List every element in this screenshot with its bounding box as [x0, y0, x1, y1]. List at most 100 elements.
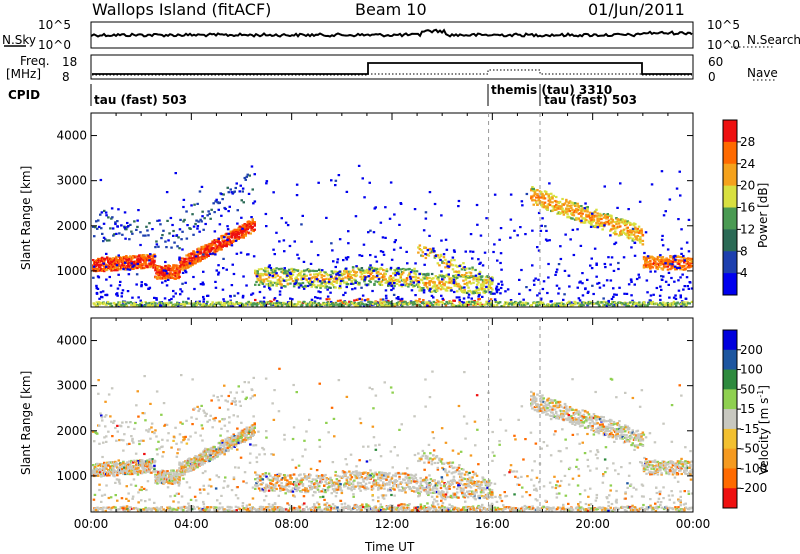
data-cell — [408, 275, 412, 278]
data-cell — [687, 287, 691, 290]
data-cell — [155, 435, 158, 438]
data-cell — [195, 417, 198, 420]
data-cell — [92, 265, 96, 268]
data-cell — [134, 265, 137, 269]
data-cell — [235, 301, 238, 304]
data-cell — [199, 251, 202, 254]
data-cell — [105, 263, 108, 266]
data-cell — [471, 257, 474, 260]
data-cell — [170, 297, 173, 301]
data-cell — [97, 276, 101, 279]
data-cell — [228, 205, 231, 208]
data-cell — [114, 269, 117, 272]
data-cell — [532, 194, 535, 197]
data-cell — [350, 282, 353, 285]
data-cell — [553, 302, 557, 305]
data-cell — [530, 304, 533, 307]
data-cell — [242, 227, 245, 230]
data-cell — [397, 268, 400, 271]
data-cell — [518, 278, 521, 281]
data-cell — [191, 213, 194, 216]
data-cell — [220, 193, 223, 196]
data-cell — [257, 274, 261, 277]
data-cell — [250, 165, 254, 168]
data-cell — [116, 474, 119, 477]
data-cell — [244, 232, 247, 236]
data-cell — [247, 231, 250, 234]
data-cell — [555, 205, 558, 208]
data-cell — [335, 273, 338, 276]
data-cell — [145, 263, 148, 266]
data-cell — [523, 303, 527, 307]
data-cell — [606, 213, 609, 216]
data-cell — [348, 278, 351, 281]
y-tick-label: 3000 — [56, 174, 87, 188]
data-cell — [196, 405, 199, 408]
data-cell — [259, 276, 262, 279]
data-cell — [144, 234, 147, 237]
data-cell — [417, 246, 420, 249]
data-cell — [630, 280, 633, 283]
data-cell — [487, 299, 491, 303]
data-cell — [179, 260, 182, 263]
data-cell — [542, 303, 545, 306]
data-cell — [417, 281, 420, 284]
data-cell — [435, 284, 439, 287]
data-cell — [385, 297, 388, 300]
data-cell — [595, 262, 598, 265]
data-cell — [646, 263, 650, 266]
data-cell — [245, 284, 248, 287]
data-cell — [373, 301, 376, 304]
data-cell — [315, 278, 319, 281]
data-cell — [562, 213, 566, 216]
data-cell — [467, 303, 470, 306]
data-cell — [108, 302, 111, 305]
data-cell — [361, 294, 365, 297]
data-cell — [117, 273, 120, 276]
data-cell — [689, 281, 692, 284]
data-cell — [573, 209, 577, 212]
data-cell — [685, 258, 688, 261]
data-cell — [468, 300, 471, 303]
data-cell — [612, 224, 616, 228]
data-cell — [504, 290, 507, 293]
data-cell — [306, 304, 309, 307]
data-cell — [561, 304, 564, 307]
data-cell — [654, 270, 657, 273]
data-cell — [411, 303, 415, 306]
data-cell — [617, 220, 621, 223]
data-cell — [178, 256, 181, 259]
data-cell — [128, 442, 131, 445]
data-cell — [520, 304, 524, 307]
data-cell — [151, 458, 154, 461]
data-cell — [282, 279, 286, 282]
data-cell — [620, 232, 623, 236]
data-cell — [129, 255, 132, 258]
data-cell — [617, 222, 621, 225]
data-cell — [452, 299, 455, 302]
data-cell — [196, 225, 200, 228]
data-cell — [565, 302, 569, 305]
data-cell — [233, 190, 236, 193]
data-cell — [244, 178, 247, 181]
data-cell — [577, 205, 581, 208]
data-cell — [137, 415, 140, 418]
data-cell — [310, 240, 313, 243]
data-cell — [589, 225, 593, 228]
data-cell — [153, 255, 157, 258]
data-cell — [403, 281, 406, 284]
data-cell — [531, 229, 534, 232]
data-cell — [394, 274, 397, 277]
data-cell — [595, 302, 599, 305]
data-cell — [143, 254, 146, 257]
data-cell — [423, 277, 426, 280]
data-cell — [336, 303, 339, 306]
data-cell — [279, 276, 282, 279]
data-cell — [397, 278, 400, 281]
data-cell — [593, 224, 597, 228]
data-cell — [330, 282, 333, 285]
data-cell — [328, 298, 331, 301]
data-cell — [492, 304, 496, 307]
data-cell — [457, 274, 460, 277]
data-cell — [177, 303, 180, 306]
